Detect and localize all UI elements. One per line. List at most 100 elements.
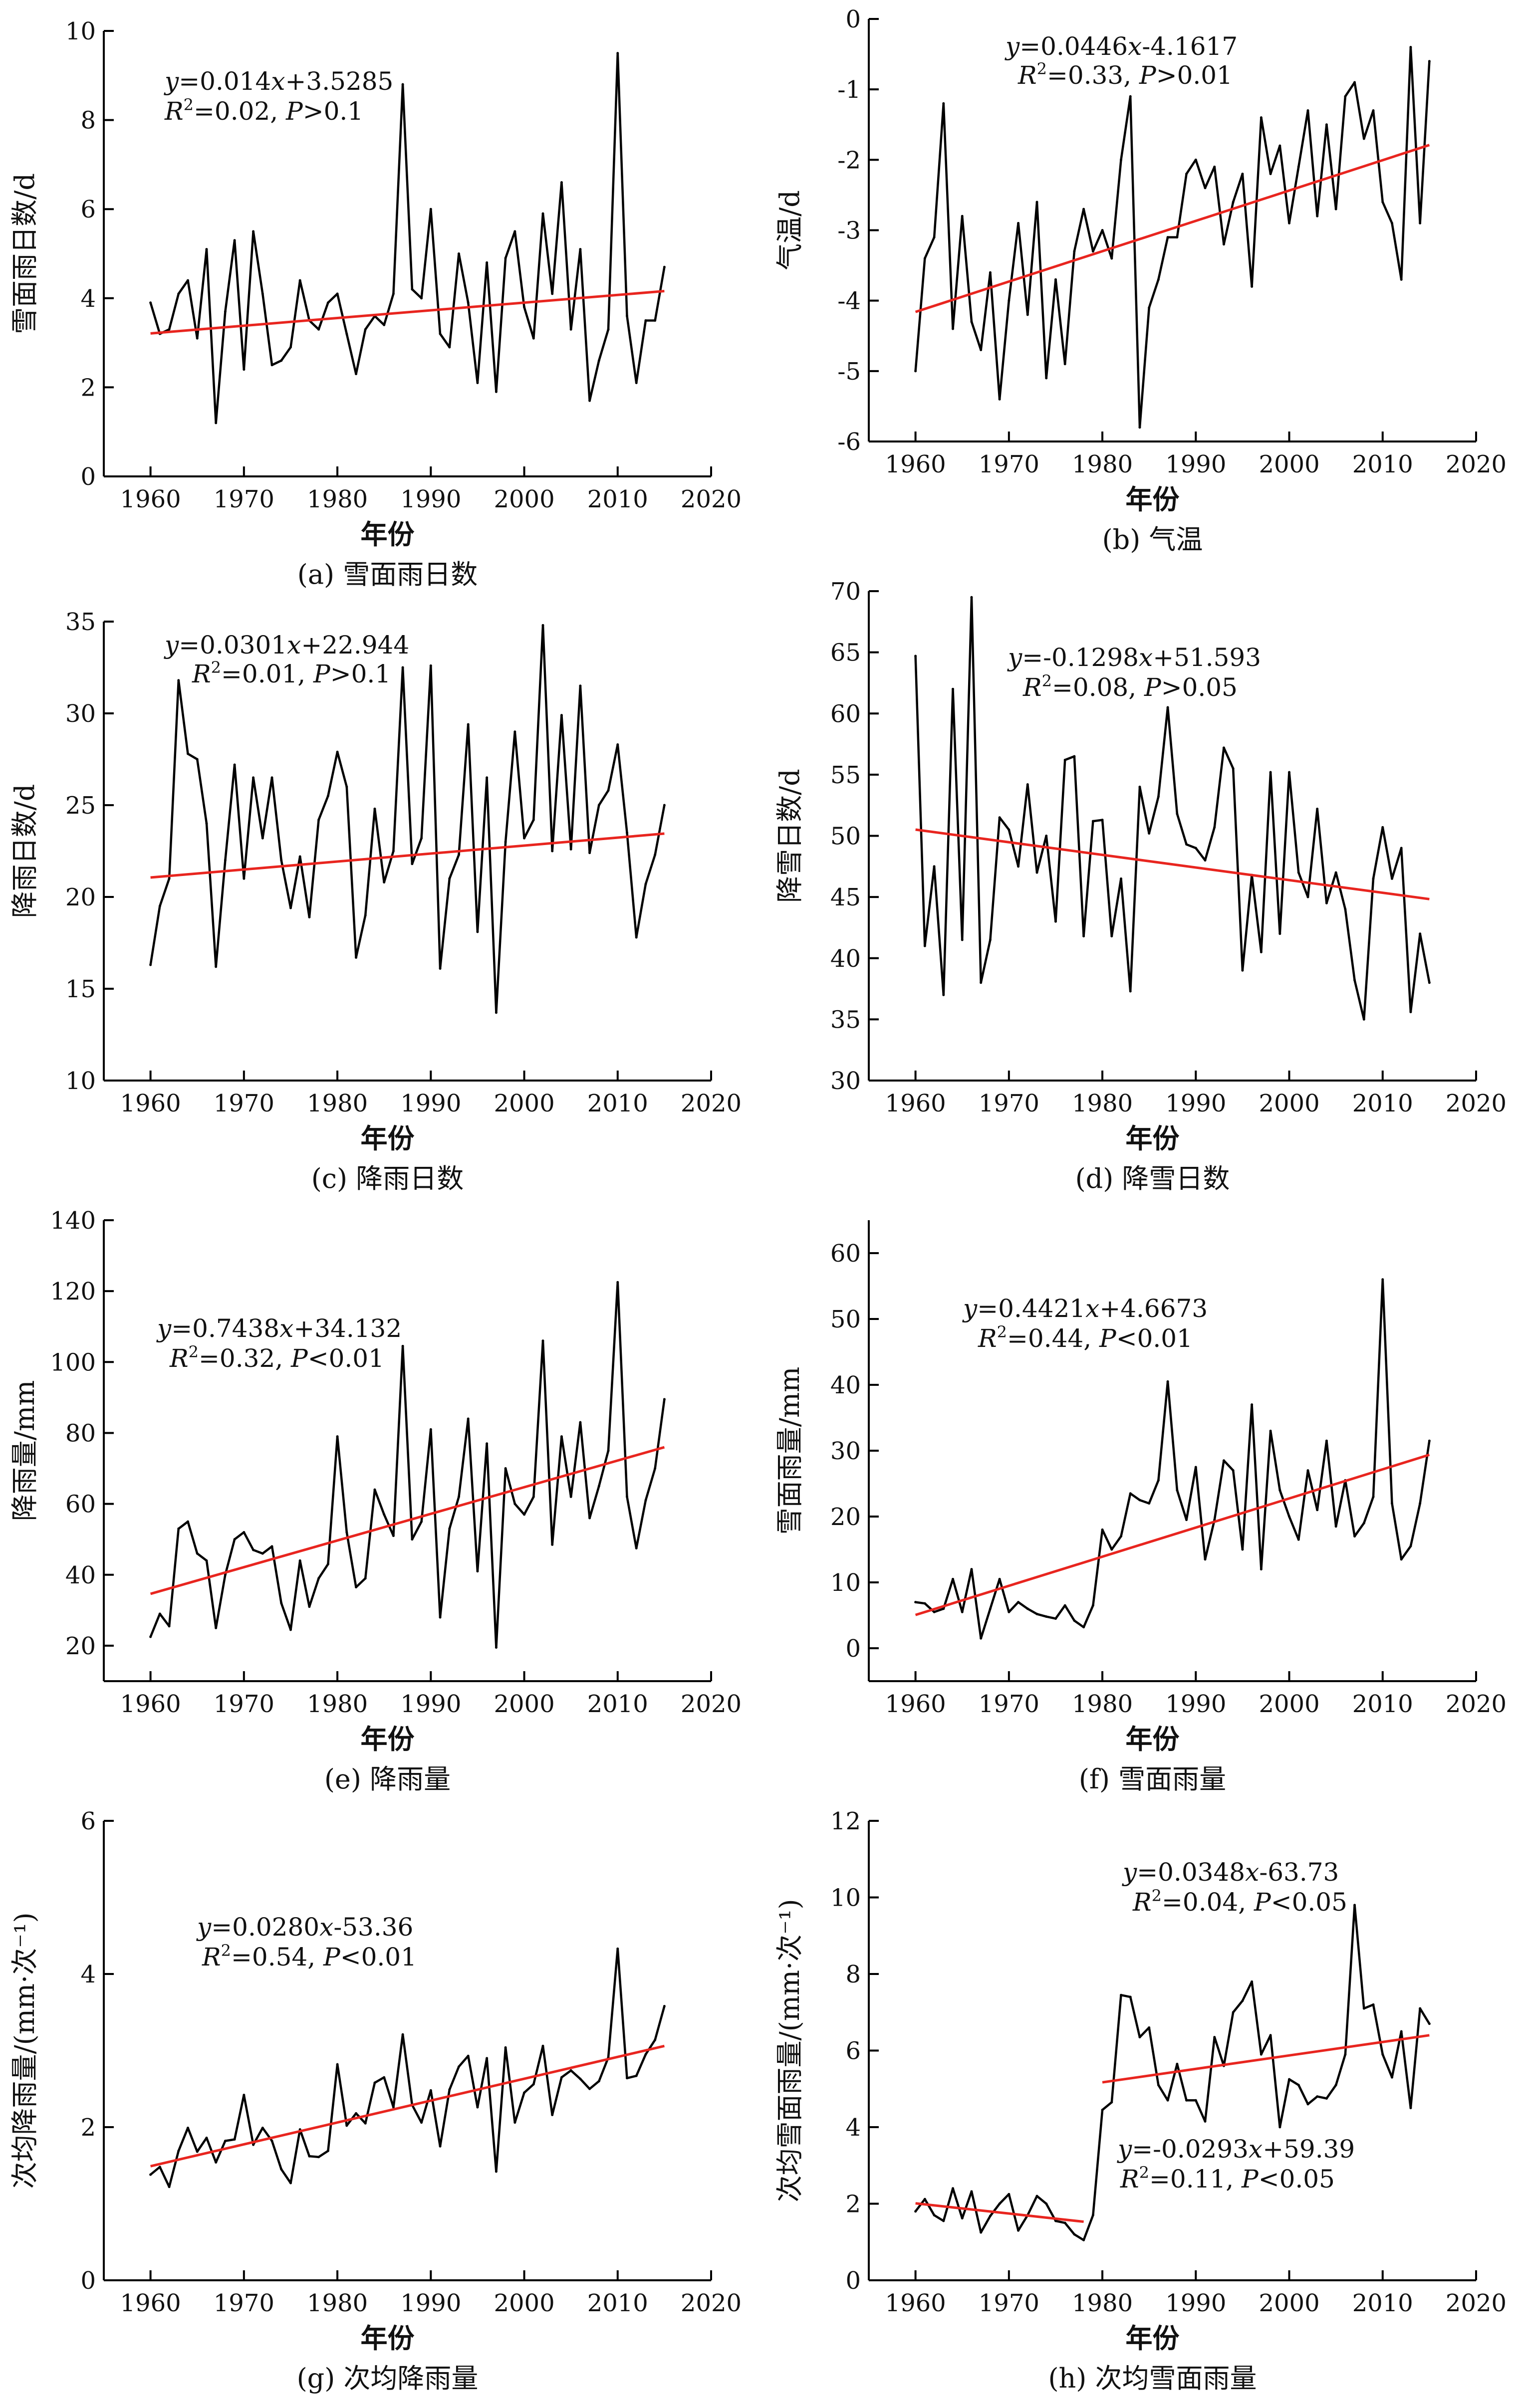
data-point [923, 944, 926, 947]
data-point [401, 1344, 404, 1347]
data-point [233, 1538, 236, 1541]
data-point [1082, 2238, 1085, 2241]
x-tick-label: 2010 [587, 485, 648, 513]
x-tick-label: 1960 [885, 1690, 946, 1718]
data-point [1110, 1548, 1113, 1551]
x-tick-label: 1980 [1072, 450, 1133, 478]
y-tick-label: -4 [837, 287, 861, 315]
y-tick-label: 40 [65, 1561, 96, 1589]
x-axis-label: 年份 [361, 518, 415, 550]
data-point [149, 963, 152, 966]
data-point [1344, 2053, 1347, 2056]
data-point [1260, 950, 1263, 953]
data-point [1073, 1619, 1076, 1622]
data-point [392, 292, 395, 295]
data-point [1185, 1519, 1188, 1522]
series-line [914, 46, 1431, 429]
x-tick-label: 1990 [400, 1690, 461, 1718]
data-point [476, 381, 479, 384]
data-point [616, 1281, 619, 1284]
data-point [523, 837, 526, 840]
data-point [980, 1637, 983, 1640]
data-point [1400, 847, 1403, 850]
x-tick-label: 1990 [1165, 1090, 1226, 1117]
data-point [486, 1442, 489, 1445]
y-tick-label: 30 [830, 1437, 861, 1465]
data-point [1428, 2022, 1431, 2025]
data-point [1176, 236, 1179, 239]
data-point [644, 882, 647, 885]
data-point [1045, 1615, 1048, 1618]
data-point [429, 1428, 432, 1431]
data-point [541, 1339, 544, 1342]
data-point [336, 2063, 339, 2066]
data-point [224, 859, 227, 862]
x-tick-label: 2010 [587, 1090, 648, 1117]
data-point [1381, 826, 1384, 829]
data-point [1297, 2084, 1300, 2087]
data-point [298, 279, 301, 282]
data-point [158, 1612, 161, 1615]
data-point [1082, 935, 1085, 938]
data-point [1353, 1535, 1356, 1538]
data-point [998, 2202, 1001, 2205]
panel-caption: (c) 降雨日数 [311, 1163, 464, 1194]
data-point [1045, 2202, 1048, 2205]
data-point [1185, 2099, 1188, 2102]
data-point [1306, 895, 1309, 898]
data-point [1101, 1528, 1104, 1531]
data-point [243, 877, 246, 880]
data-point [1353, 1904, 1356, 1907]
data-point [280, 1602, 283, 1605]
data-point [243, 368, 246, 371]
data-point [1251, 1980, 1254, 1983]
data-point [635, 381, 638, 384]
data-point [411, 863, 414, 866]
data-point [1073, 2233, 1076, 2236]
y-axis-label: 降雨日数/d [9, 784, 40, 918]
panel-caption: (d) 降雪日数 [1075, 1163, 1230, 1194]
data-point [625, 315, 628, 318]
data-point [1129, 95, 1132, 98]
y-tick-label: 25 [65, 792, 96, 820]
data-point [989, 2214, 992, 2217]
data-point [392, 2106, 395, 2109]
x-tick-label: 1990 [1165, 450, 1226, 478]
data-point [345, 2124, 348, 2127]
y-axis-label: 次均降雨量/(mm·次⁻¹) [9, 1912, 40, 2189]
data-point [607, 328, 610, 331]
data-point [952, 1577, 955, 1580]
data-point [317, 1577, 320, 1580]
data-point [1035, 871, 1038, 874]
data-point [1232, 201, 1235, 204]
data-point [1157, 2084, 1160, 2087]
data-point [1372, 2003, 1375, 2006]
y-tick-label: 8 [845, 1961, 861, 1988]
x-tick-label: 1980 [1072, 1690, 1133, 1718]
y-tick-label: 8 [80, 107, 96, 135]
data-point [635, 2074, 638, 2077]
data-point [1157, 1479, 1160, 1482]
data-point [1288, 221, 1291, 224]
y-tick-label: 60 [830, 700, 861, 728]
data-point [560, 181, 563, 184]
data-point [486, 2057, 489, 2060]
data-point [551, 292, 554, 295]
data-point [989, 938, 992, 941]
series-line [149, 624, 666, 1014]
data-point [1381, 201, 1384, 204]
y-tick-label: 2 [80, 374, 96, 402]
y-tick-label: 4 [845, 2114, 861, 2142]
x-tick-label: 2020 [681, 485, 742, 513]
data-point [224, 1573, 227, 1576]
data-point [1101, 2108, 1104, 2111]
x-tick-label: 1960 [120, 1090, 181, 1117]
data-point [1260, 2053, 1263, 2056]
regression-equation: y=0.7438x+34.132 [156, 1314, 402, 1343]
data-point [541, 2044, 544, 2047]
data-point [1017, 865, 1020, 868]
x-axis-label: 年份 [361, 1122, 415, 1154]
data-point [1138, 2036, 1141, 2039]
data-point [1419, 1502, 1422, 1505]
data-point [980, 348, 983, 351]
